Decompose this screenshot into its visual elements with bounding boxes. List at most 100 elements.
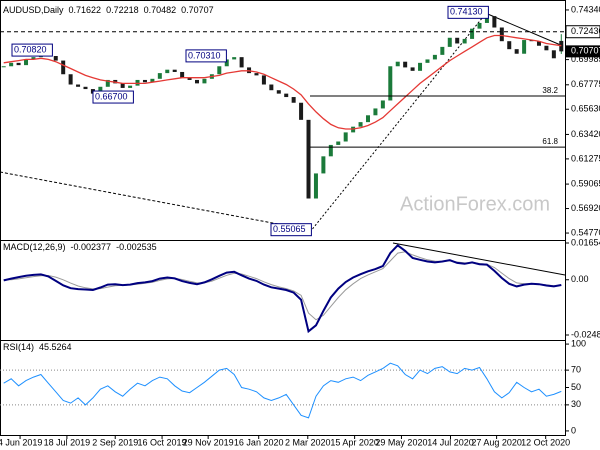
candle-body	[551, 50, 556, 59]
level-box	[565, 25, 600, 39]
candle-body	[53, 56, 58, 61]
y-tick-label: 100	[571, 338, 586, 348]
candle-body	[76, 84, 81, 87]
y-tick-label: 0.59065	[571, 178, 600, 188]
candle-body	[410, 67, 415, 71]
y-tick-label: 0	[571, 425, 576, 435]
candle-body	[477, 22, 482, 29]
candle-body	[470, 28, 475, 39]
candle-body	[499, 27, 504, 42]
x-tick-label: 29 May 2020	[375, 437, 427, 447]
price-box	[566, 45, 600, 58]
x-tick-label: 18 Jul 2019	[44, 437, 91, 447]
candle-body	[492, 16, 497, 28]
x-tick-label: 2 Sep 2019	[92, 437, 138, 447]
series-line	[3, 362, 562, 419]
candle-body	[195, 79, 200, 84]
annotation-label: 0.55065	[273, 224, 306, 234]
fib-label: 38.2	[542, 86, 558, 95]
candle-body	[380, 100, 385, 109]
y-tick-label: 0.67775	[571, 79, 600, 89]
candle-body	[261, 75, 266, 85]
candle-body	[328, 144, 333, 157]
candle-body	[120, 83, 125, 88]
macd-trend-line	[392, 242, 566, 276]
candle-body	[128, 85, 133, 88]
y-tick-label: 70	[571, 365, 581, 375]
candle-body	[269, 84, 274, 91]
candle-body	[484, 16, 489, 23]
candle-body	[395, 61, 400, 67]
candle-body	[321, 156, 326, 174]
x-tick-label: 4 Jun 2019	[0, 437, 42, 447]
candle-body	[447, 37, 452, 47]
pane-header: RSI(14) 45.5264	[3, 342, 72, 352]
annotation-box	[447, 5, 489, 19]
candle-body	[98, 86, 103, 94]
trend-line	[309, 11, 488, 233]
y-tick-label: -0.02486	[571, 329, 600, 339]
y-tick-label: 30	[571, 399, 581, 409]
price-label: 0.70707	[571, 46, 600, 56]
candle-body	[1, 66, 6, 68]
x-tick-label: 12 Oct 2020	[521, 437, 570, 447]
annotation-box	[185, 49, 227, 63]
x-tick-label: 15 Apr 2020	[330, 437, 379, 447]
y-tick-label: 50	[571, 382, 581, 392]
y-tick-label: 0.00	[571, 274, 589, 284]
pane-header: MACD(12,26,9) -0.002377 -0.002535	[3, 242, 157, 252]
candle-body	[276, 90, 281, 94]
candle-body	[157, 73, 162, 79]
annotation-label: 0.70310	[188, 50, 221, 60]
candle-body	[462, 38, 467, 44]
x-tick-label: 2 Mar 2020	[285, 437, 331, 447]
series-line	[3, 243, 562, 334]
watermark: ActionForex.com	[400, 193, 550, 215]
ohlc-value: 0.71622	[69, 5, 102, 15]
annotation-box	[11, 43, 53, 57]
candle-body	[514, 49, 519, 54]
y-tick-label: 0.69985	[571, 54, 600, 64]
candle-body	[232, 57, 237, 60]
indicator-value: -0.002535	[116, 242, 157, 252]
candle-body	[142, 79, 147, 83]
fib-label: 61.8	[542, 137, 558, 146]
y-tick-label: 0.01654	[571, 237, 600, 247]
candle-body	[83, 86, 88, 90]
candle-body	[291, 97, 296, 103]
indicator-value: -0.002377	[71, 242, 112, 252]
x-tick-label: 27 Aug 2020	[471, 437, 522, 447]
candle-body	[105, 79, 110, 87]
candle-body	[217, 66, 222, 75]
candle-body	[187, 77, 192, 80]
x-tick-label: 29 Nov 2019	[183, 437, 234, 447]
candle-body	[522, 40, 527, 54]
candle-body	[559, 40, 564, 52]
candle-body	[343, 132, 348, 142]
annotation-label: 0.74130	[450, 7, 483, 17]
candle-body	[358, 122, 363, 127]
candle-body	[180, 71, 185, 78]
indicator-value: 45.5264	[39, 342, 72, 352]
pane-title: MACD(12,26,9)	[3, 242, 66, 252]
candle-body	[61, 60, 66, 75]
series-line	[3, 34, 562, 130]
candle-body	[336, 141, 341, 145]
series-line	[3, 251, 562, 321]
candle-body	[388, 66, 393, 101]
pane-title: AUDUSD,Daily	[3, 5, 64, 15]
candle-body	[150, 78, 155, 83]
candle-body	[455, 37, 460, 44]
candle-body	[373, 108, 378, 116]
candle-body	[440, 46, 445, 55]
candle-body	[365, 115, 370, 123]
annotation-box	[270, 223, 312, 237]
candle-body	[172, 69, 177, 72]
